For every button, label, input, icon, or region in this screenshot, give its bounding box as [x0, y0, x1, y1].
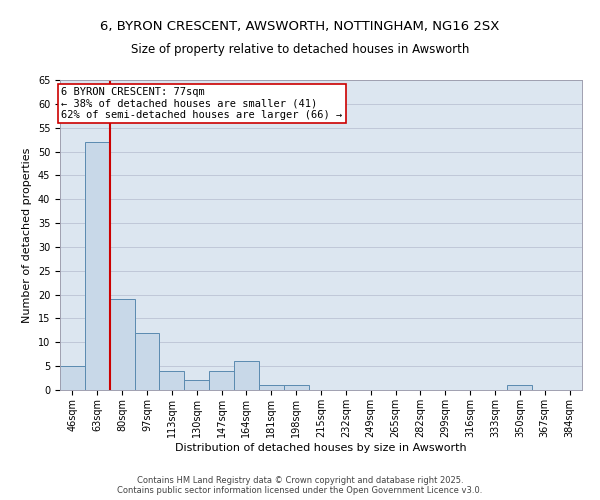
Bar	[234, 362, 259, 390]
Text: Contains HM Land Registry data © Crown copyright and database right 2025.
Contai: Contains HM Land Registry data © Crown c…	[118, 476, 482, 495]
Bar	[184, 380, 209, 390]
Bar	[60, 366, 85, 390]
X-axis label: Distribution of detached houses by size in Awsworth: Distribution of detached houses by size …	[175, 442, 467, 452]
Bar	[134, 333, 160, 390]
Y-axis label: Number of detached properties: Number of detached properties	[22, 148, 32, 322]
Bar	[284, 385, 308, 390]
Bar	[259, 385, 284, 390]
Bar	[508, 385, 532, 390]
Bar	[85, 142, 110, 390]
Text: 6 BYRON CRESCENT: 77sqm
← 38% of detached houses are smaller (41)
62% of semi-de: 6 BYRON CRESCENT: 77sqm ← 38% of detache…	[61, 87, 343, 120]
Text: Size of property relative to detached houses in Awsworth: Size of property relative to detached ho…	[131, 42, 469, 56]
Bar	[110, 300, 134, 390]
Bar	[160, 371, 184, 390]
Text: 6, BYRON CRESCENT, AWSWORTH, NOTTINGHAM, NG16 2SX: 6, BYRON CRESCENT, AWSWORTH, NOTTINGHAM,…	[100, 20, 500, 33]
Bar	[209, 371, 234, 390]
